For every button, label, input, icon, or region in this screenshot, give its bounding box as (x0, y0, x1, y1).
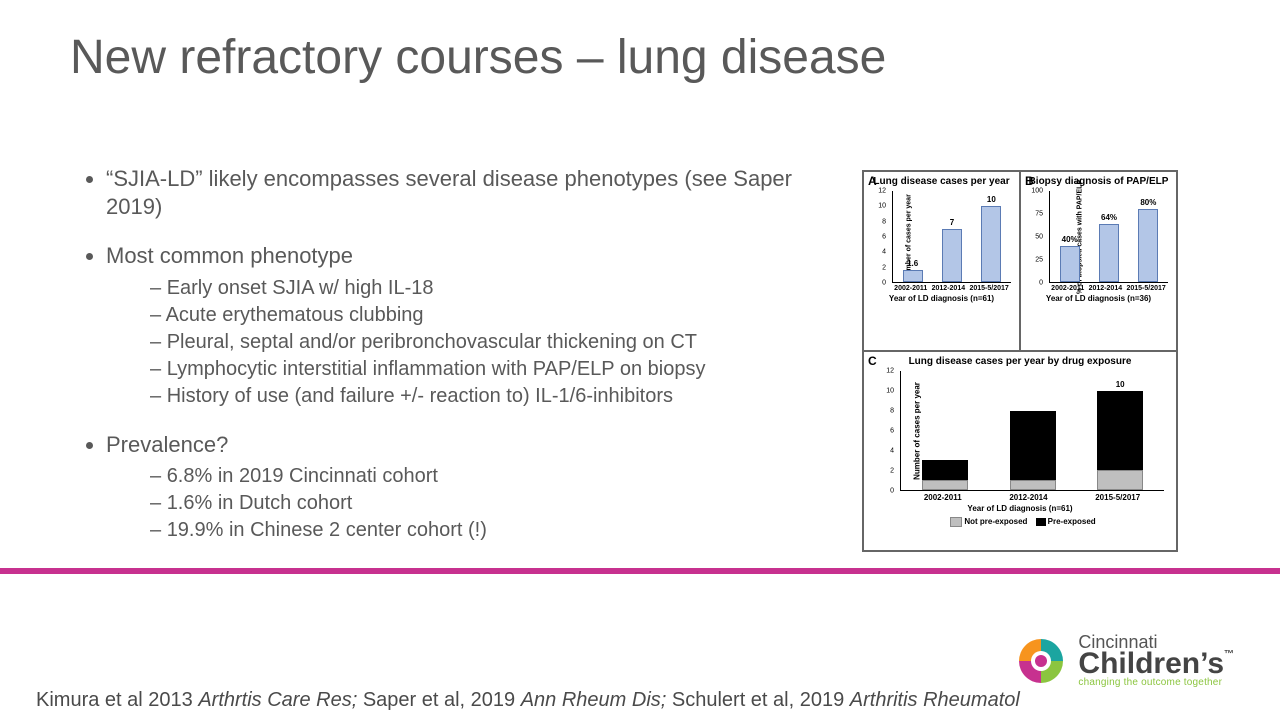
logo: Cincinnati Children’s™ changing the outc… (1014, 634, 1234, 688)
slide: New refractory courses – lung disease “S… (0, 0, 1280, 720)
bullet-l2: History of use (and failure +/- reaction… (150, 384, 810, 409)
bullet-l1: Prevalence?6.8% in 2019 Cincinnati cohor… (106, 431, 810, 544)
figure-panel-group: ALung disease cases per year024681012Num… (862, 170, 1178, 552)
bullet-l2: Acute erythematous clubbing (150, 303, 810, 328)
bullet-l1: Most common phenotypeEarly onset SJIA w/… (106, 242, 810, 409)
bullet-l2: 1.6% in Dutch cohort (150, 491, 810, 516)
citation-text: Kimura et al 2013 Arthrtis Care Res; Sap… (36, 689, 1020, 712)
bullet-l1: “SJIA-LD” likely encompasses several dis… (106, 165, 810, 220)
bullet-l2: Early onset SJIA w/ high IL-18 (150, 276, 810, 301)
logo-line2: Children’s™ (1078, 650, 1234, 677)
bullet-l2: 6.8% in 2019 Cincinnati cohort (150, 464, 810, 489)
bullet-l2: Lymphocytic interstitial inflammation wi… (150, 357, 810, 382)
slide-title: New refractory courses – lung disease (70, 30, 886, 85)
bullet-l2: 19.9% in Chinese 2 center cohort (!) (150, 518, 810, 543)
divider-bar (0, 568, 1280, 574)
content-area: “SJIA-LD” likely encompasses several dis… (70, 165, 810, 565)
logo-icon (1014, 634, 1068, 688)
panel-a: ALung disease cases per year024681012Num… (863, 171, 1020, 351)
logo-tagline: changing the outcome together (1078, 677, 1234, 688)
panel-b: BBiopsy diagnosis of PAP/ELP0255075100% … (1020, 171, 1177, 351)
panel-c: CLung disease cases per year by drug exp… (863, 351, 1177, 551)
bullet-l2: Pleural, septal and/or peribronchovascul… (150, 330, 810, 355)
